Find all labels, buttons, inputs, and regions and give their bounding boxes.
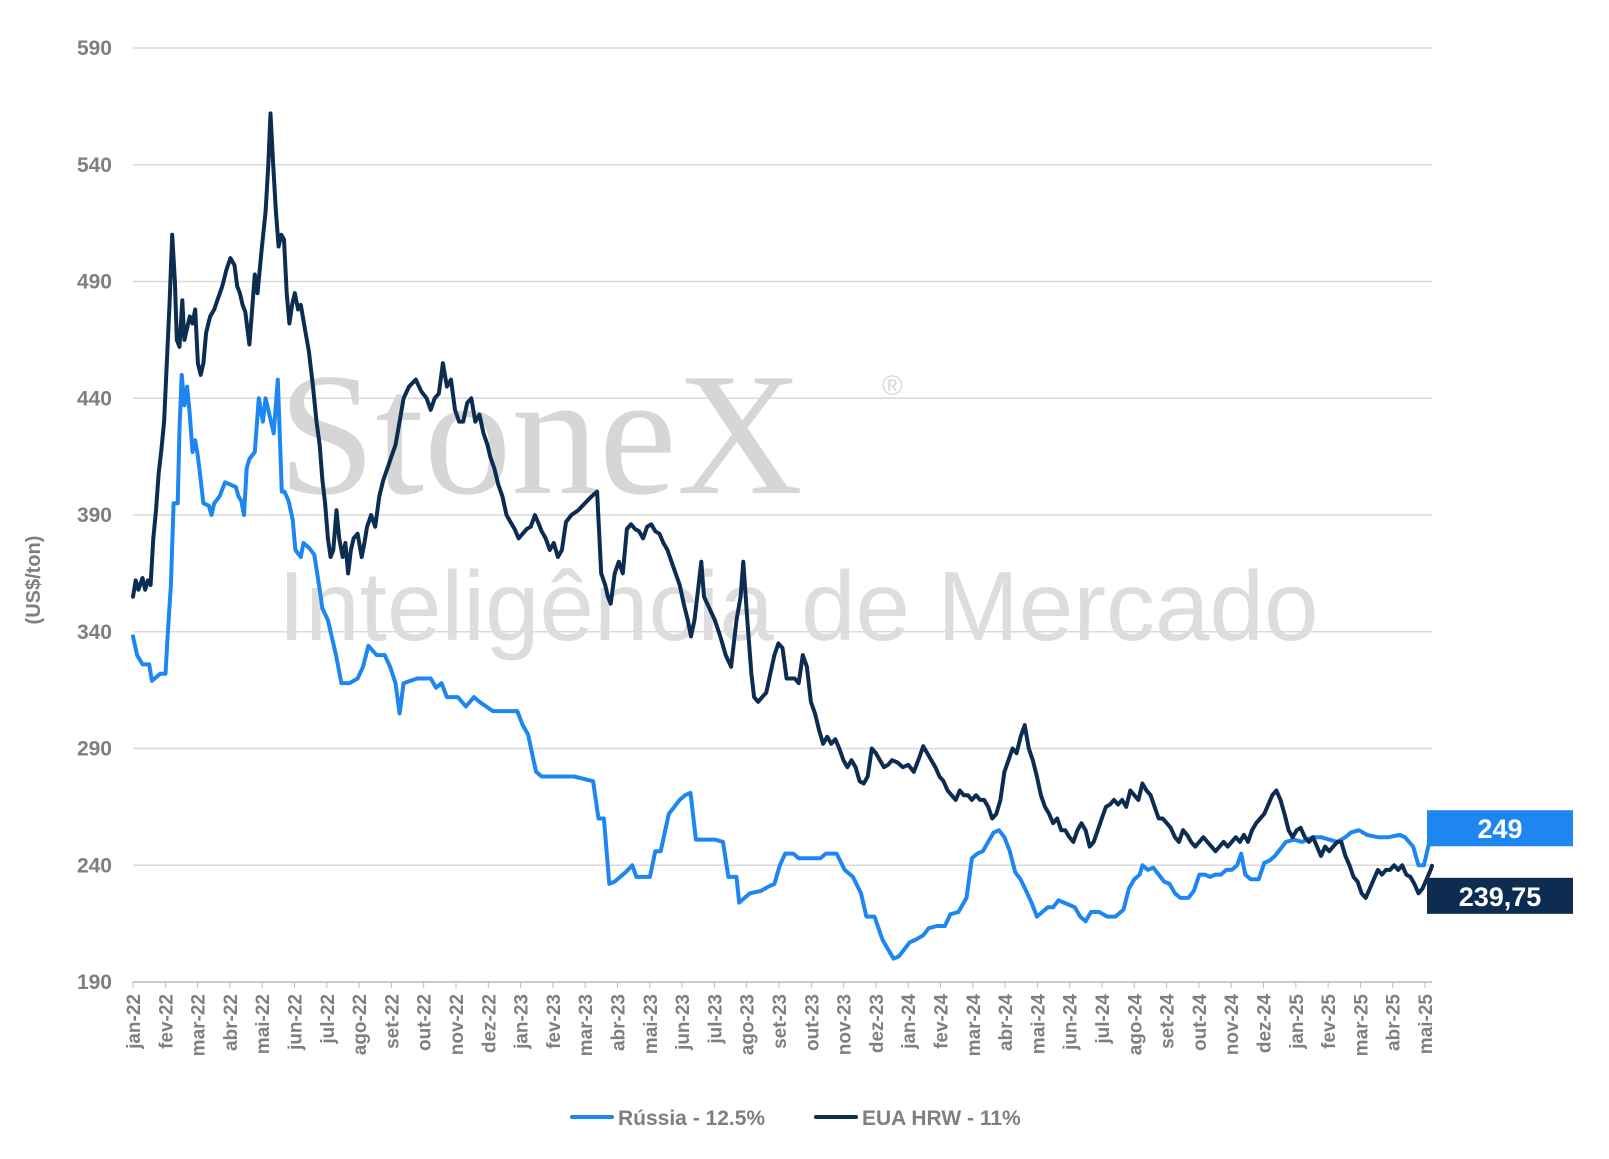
legend-label: EUA HRW - 11% — [862, 1107, 1021, 1130]
x-tick-label: out-23 — [802, 994, 823, 1051]
watermark-subtitle: Inteligência de Mercado — [278, 551, 1319, 661]
x-tick-label: dez-23 — [867, 994, 888, 1053]
x-tick-label: jan-24 — [899, 994, 920, 1050]
y-tick-label: 340 — [77, 621, 112, 644]
x-tick-label: jul-22 — [318, 994, 339, 1045]
x-tick-label: mai-24 — [1028, 994, 1049, 1055]
x-tick-label: fev-24 — [932, 994, 953, 1049]
legend-label: Rússia - 12.5% — [618, 1107, 765, 1130]
x-tick-label: jun-23 — [673, 994, 694, 1051]
series-lines — [131, 111, 1434, 961]
x-tick-label: nov-24 — [1222, 994, 1243, 1056]
x-tick-label: mai-22 — [253, 994, 274, 1054]
x-tick-label: ago-24 — [1125, 994, 1146, 1056]
y-tick-label: 240 — [77, 854, 112, 877]
x-tick-label: out-22 — [415, 994, 436, 1051]
x-tick-label: jan-23 — [512, 994, 533, 1050]
series-line-1 — [131, 111, 1434, 900]
y-tick-label: 290 — [77, 738, 112, 761]
x-tick-label: mai-23 — [641, 994, 662, 1054]
x-tick-label: ago-22 — [350, 994, 371, 1055]
x-axis-ticks: jan-22 fev-22 mar-22 abr-22 mai-22 jun-22 jul-… — [124, 982, 1437, 1056]
watermark-registered-mark: ® — [882, 370, 903, 401]
x-tick-label: fev-25 — [1319, 994, 1340, 1049]
last-value-label: 249 — [1477, 814, 1522, 844]
x-tick-label: abr-23 — [609, 994, 630, 1051]
x-tick-label: jul-23 — [705, 994, 726, 1045]
x-tick-label: mai-25 — [1416, 994, 1437, 1055]
x-tick-label: jun-24 — [1061, 994, 1082, 1051]
last-value-box — [1427, 810, 1573, 847]
legend: Rússia - 12.5% EUA HRW - 11% — [570, 1107, 1021, 1130]
x-tick-label: set-22 — [382, 994, 403, 1049]
last-value-box — [1427, 877, 1573, 914]
x-tick-label: nov-22 — [447, 994, 468, 1055]
x-tick-label: mar-25 — [1351, 994, 1372, 1057]
x-tick-label: abr-22 — [221, 994, 242, 1051]
x-tick-label: ago-23 — [738, 994, 759, 1055]
x-tick-label: jan-22 — [124, 994, 145, 1050]
x-tick-label: jan-25 — [1287, 994, 1308, 1050]
stonex-watermark: StoneX ® Inteligência de Mercado — [278, 337, 1319, 661]
x-tick-label: fev-22 — [156, 994, 177, 1049]
x-tick-label: abr-24 — [996, 994, 1017, 1051]
x-tick-label: nov-23 — [835, 994, 856, 1055]
y-tick-label: 190 — [77, 971, 112, 994]
x-tick-label: mar-23 — [576, 994, 597, 1056]
x-tick-label: out-24 — [1190, 994, 1211, 1051]
y-axis-ticks: 190 240 290 340 390 440 490 540 590 — [77, 37, 112, 994]
gridlines — [133, 47, 1432, 983]
series-line-0 — [131, 372, 1434, 961]
last-value-labels: 249 239,75 — [1427, 810, 1573, 914]
y-axis-label: (US$/ton) — [23, 536, 45, 625]
y-tick-label: 390 — [77, 504, 112, 527]
x-tick-label: jul-24 — [1093, 994, 1114, 1045]
y-tick-label: 490 — [77, 271, 112, 294]
x-tick-label: abr-25 — [1384, 994, 1405, 1051]
last-value-label: 239,75 — [1459, 882, 1542, 912]
x-tick-label: fev-23 — [544, 994, 565, 1049]
y-tick-label: 440 — [77, 387, 112, 410]
x-tick-label: mar-22 — [189, 994, 210, 1056]
x-tick-label: jun-22 — [286, 994, 307, 1051]
y-tick-label: 590 — [77, 37, 112, 60]
x-tick-label: mar-24 — [964, 994, 985, 1057]
x-tick-label: dez-24 — [1255, 994, 1276, 1054]
watermark-brand: StoneX — [278, 337, 803, 531]
x-tick-label: set-23 — [770, 994, 791, 1049]
y-tick-label: 540 — [77, 154, 112, 177]
x-tick-label: set-24 — [1158, 994, 1179, 1049]
x-tick-label: dez-22 — [479, 994, 500, 1053]
